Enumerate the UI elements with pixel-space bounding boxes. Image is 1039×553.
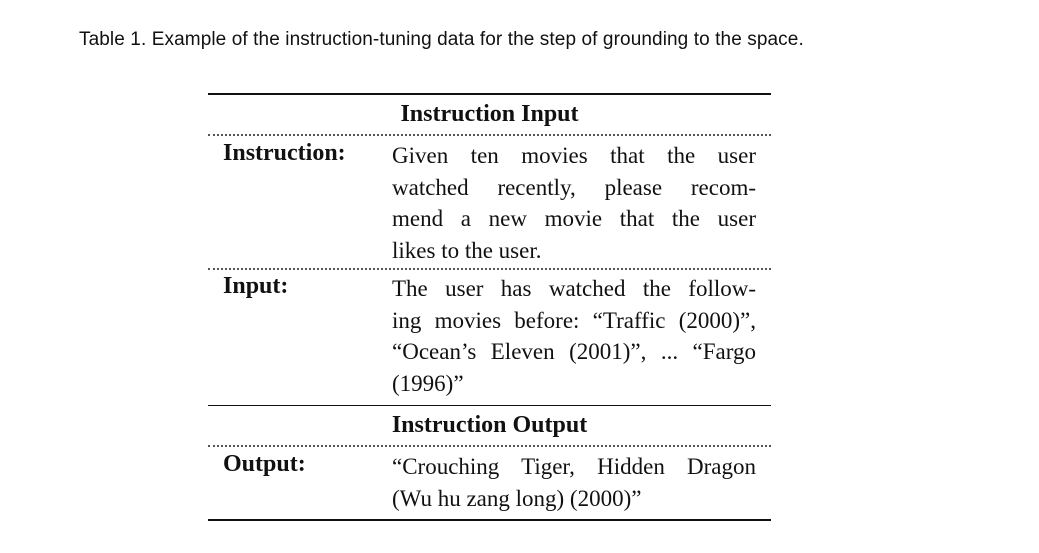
dotted-divider [208, 268, 771, 270]
mid-rule [208, 405, 771, 406]
text-line: watched recently, please recom- [392, 174, 756, 200]
row-label-output: Output: [223, 451, 306, 477]
text-line: (1996)” [392, 370, 464, 396]
text-line: ing movies before: “Traffic (2000)”, [392, 307, 756, 333]
text-line: mend a new movie that the user [392, 206, 756, 231]
text-line: likes to the user. [392, 237, 542, 263]
row-label-input: Input: [223, 273, 289, 299]
top-rule [208, 93, 771, 95]
text-line: The user has watched the follow- [392, 276, 756, 301]
row-value-instruction: Given ten movies that the user watched r… [392, 140, 756, 266]
text-line: “Crouching Tiger, Hidden Dragon [392, 454, 756, 479]
text-line: Given ten movies that the user [392, 143, 756, 168]
text-line: “Ocean’s Eleven (2001)”, ... “Fargo [392, 339, 756, 364]
dotted-divider [208, 445, 771, 447]
table-caption: Table 1. Example of the instruction-tuni… [79, 29, 804, 50]
row-label-instruction: Instruction: [223, 140, 346, 166]
section-header-input: Instruction Input [400, 101, 579, 127]
bottom-rule [208, 519, 771, 521]
text-line: (Wu hu zang long) (2000)” [392, 485, 642, 511]
dotted-divider [208, 134, 771, 136]
section-header-output: Instruction Output [391, 412, 588, 438]
row-value-output: “Crouching Tiger, Hidden Dragon (Wu hu z… [392, 451, 756, 514]
row-value-input: The user has watched the follow- ing mov… [392, 273, 756, 399]
